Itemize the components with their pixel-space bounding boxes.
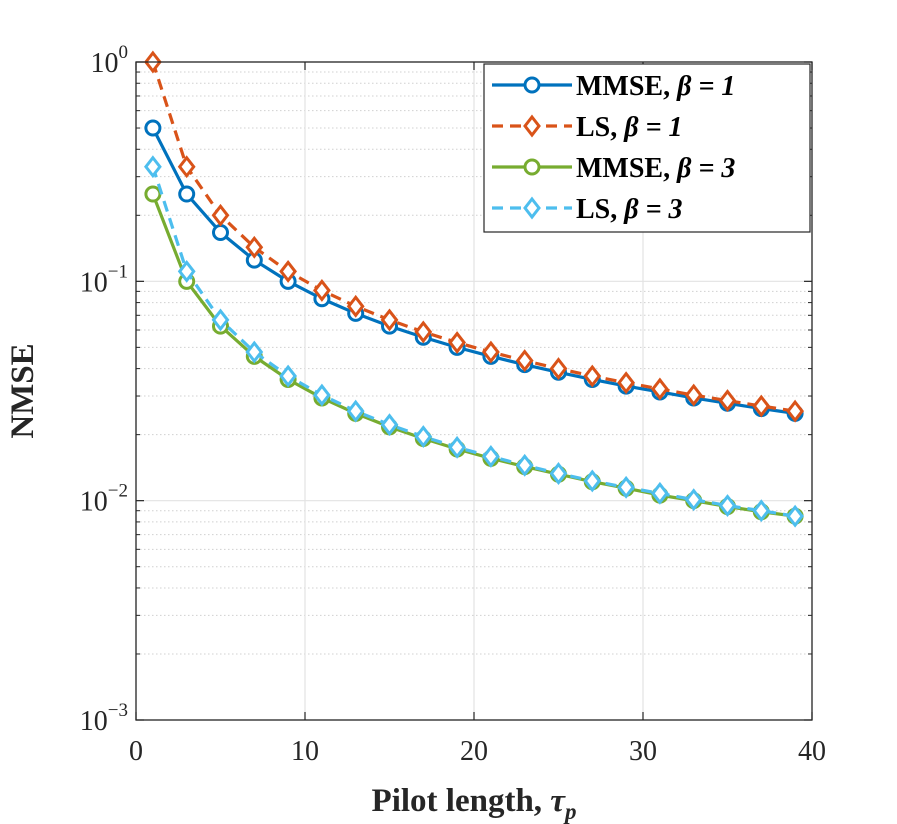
legend-label-name: MMSE,: [576, 71, 677, 102]
legend-label: LS, β = 3: [576, 194, 683, 225]
y-tick-exponent: 0: [119, 42, 129, 63]
data-point: [211, 308, 230, 332]
series-2: [143, 50, 805, 423]
y-tick-base: 10: [91, 48, 119, 79]
legend-marker: [523, 196, 541, 220]
data-point: [211, 203, 230, 227]
data-point: [448, 435, 467, 459]
data-point: [684, 488, 703, 512]
data-point: [650, 377, 669, 401]
data-point: [515, 453, 534, 477]
data-point: [178, 185, 196, 203]
data-point: [549, 462, 568, 485]
y-tick-label: 100: [91, 42, 129, 79]
data-point: [245, 340, 264, 364]
data-point: [718, 494, 737, 517]
data-point: [177, 155, 196, 179]
data-point: [245, 235, 264, 259]
legend-label-symbol: β = 3: [623, 194, 682, 225]
legend-box: [483, 63, 811, 233]
series-layer: [143, 50, 805, 528]
data-point: [481, 445, 500, 468]
data-point: [549, 357, 568, 381]
legend-marker: [523, 158, 541, 176]
data-point: [380, 413, 399, 437]
series-4: [143, 155, 805, 528]
data-point: [515, 349, 534, 373]
data-point: [312, 278, 331, 302]
y-tick-exponent: −3: [108, 700, 128, 721]
y-tick-exponent: −1: [108, 261, 128, 282]
x-tick-label: 0: [129, 736, 143, 767]
data-point: [752, 499, 771, 523]
data-point: [144, 185, 162, 203]
data-point: [583, 469, 602, 493]
data-point: [279, 259, 298, 283]
y-axis-label: NMSE: [5, 343, 41, 438]
y-tick-exponent: −2: [108, 481, 128, 502]
x-tick-label: 10: [291, 736, 319, 767]
data-point: [583, 364, 602, 388]
x-axis-label: Pilot length, τp: [372, 783, 577, 824]
data-point: [414, 320, 433, 344]
data-point: [481, 340, 500, 364]
legend-label-name: LS,: [576, 112, 624, 143]
y-tick-label: 10−1: [80, 261, 128, 298]
legend-label: LS, β = 1: [576, 112, 683, 143]
data-point: [650, 481, 669, 505]
data-point: [346, 294, 365, 318]
data-point: [414, 425, 433, 449]
data-point: [752, 394, 771, 418]
data-point: [617, 475, 636, 499]
x-tick-label: 20: [460, 736, 488, 767]
data-point: [312, 383, 331, 407]
data-point: [786, 504, 805, 528]
data-point: [684, 383, 703, 407]
legend-label-symbol: β = 3: [676, 153, 735, 184]
data-point: [143, 155, 162, 179]
data-point: [177, 259, 196, 283]
legend-label-name: MMSE,: [576, 153, 677, 184]
data-point: [448, 331, 467, 354]
legend-marker: [523, 114, 541, 138]
data-point: [279, 364, 298, 388]
data-point: [380, 308, 399, 332]
data-point: [786, 399, 805, 423]
legend-marker: [523, 76, 541, 94]
y-tick-label: 10−2: [80, 481, 128, 518]
y-tick-label: 10−3: [80, 700, 128, 737]
legend-label: MMSE, β = 1: [576, 71, 735, 102]
legend-label-symbol: β = 1: [676, 71, 735, 102]
x-tick-label: 40: [798, 736, 826, 767]
y-tick-base: 10: [80, 267, 108, 298]
x-axis-label-subscript: p: [563, 799, 577, 824]
legend-label-symbol: β = 1: [623, 112, 682, 143]
data-point: [144, 119, 162, 137]
legend-label: MMSE, β = 3: [576, 153, 735, 184]
data-point: [718, 389, 737, 413]
data-point: [346, 399, 365, 423]
x-axis-label-text: Pilot length,: [372, 783, 551, 819]
data-point: [617, 371, 636, 395]
x-tick-label: 30: [629, 736, 657, 767]
y-tick-base: 10: [80, 487, 108, 518]
legend-label-name: LS,: [576, 194, 624, 225]
x-axis-label-symbol: τ: [550, 783, 566, 819]
y-tick-base: 10: [80, 706, 108, 737]
data-point: [212, 223, 229, 241]
